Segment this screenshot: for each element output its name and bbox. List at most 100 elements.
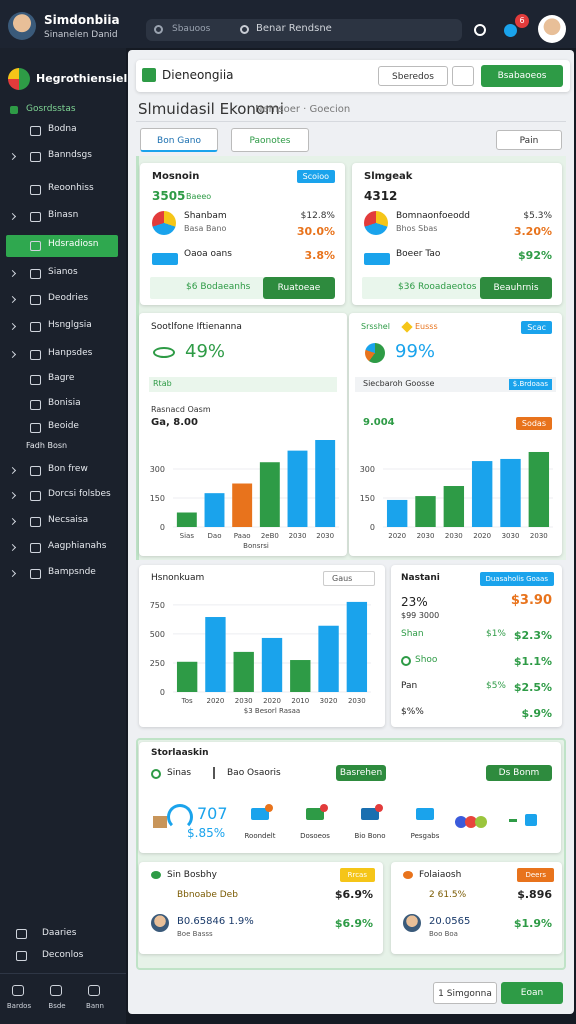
side-row-value: $2.3% [513, 629, 552, 642]
menu-item[interactable]: Deodries [48, 293, 89, 303]
deco-dot [475, 816, 487, 828]
value-badge: Sodas [515, 417, 552, 430]
axis-note: Bonsrsi [243, 542, 269, 550]
bar [233, 651, 254, 692]
menu-icon [30, 491, 41, 501]
menu-item[interactable]: Bodna [48, 124, 77, 134]
user-name: Simdonbiia [44, 13, 120, 27]
tab[interactable]: Paonotes [231, 128, 309, 152]
sidebar-section: Gosrdsstas [26, 104, 76, 114]
x-tick-label: 2030 [316, 532, 334, 540]
menu-item[interactable]: Banndsgs [48, 150, 92, 160]
menu-item[interactable]: Hanpsdes [48, 348, 93, 358]
icon-label: Pesgabs [410, 832, 440, 840]
menu-item[interactable]: Bagre [48, 373, 75, 383]
menu-item[interactable]: Necsaisa [48, 515, 89, 525]
menu-icon [30, 350, 41, 360]
radio [213, 767, 215, 779]
card-button[interactable]: Ruatoeae [263, 277, 335, 299]
bar [346, 601, 368, 692]
filter-button[interactable]: Sberedos [378, 66, 448, 86]
search-button[interactable] [452, 66, 474, 86]
tab[interactable]: Bon Gano [140, 128, 218, 152]
icon-dot [320, 804, 328, 812]
chevron [8, 269, 17, 278]
menu-item[interactable]: Fadh Bosn [26, 441, 68, 450]
menu-item[interactable]: Hdsradiosn [48, 239, 99, 249]
menu-icon [30, 569, 41, 579]
bottom-icon [16, 951, 27, 961]
row-icon [364, 211, 388, 235]
dropdown[interactable]: Pain [496, 130, 562, 150]
deco-dot [455, 816, 467, 828]
menu-item[interactable]: Beoide [48, 421, 79, 431]
row-icon [152, 253, 178, 265]
menu-item[interactable]: Reoonhiss [48, 183, 94, 193]
strip-button[interactable]: Basrehen [336, 765, 386, 781]
bottom-item[interactable]: Daaries [42, 928, 77, 938]
menu-item[interactable]: Bonisia [48, 398, 81, 408]
menu-item[interactable]: Sianos [48, 267, 78, 277]
x-tick-label: 2030 [530, 532, 548, 540]
row-value: $92% [518, 249, 552, 262]
bar [500, 458, 521, 527]
primary-button[interactable]: Bsabaoeos [481, 65, 563, 87]
bottom-line2: B0.65846 1.9% [177, 916, 254, 927]
bottom-value1: $.896 [517, 888, 552, 901]
x-tick-label: 2030 [348, 697, 366, 705]
caption-bg [355, 377, 556, 392]
radio[interactable] [151, 769, 161, 779]
search-bar[interactable]: Sbauoos Benar Rendsne [146, 19, 462, 41]
caption-badge: $.Brdoaas [508, 379, 552, 390]
bar [261, 637, 283, 692]
chevron [8, 517, 17, 526]
menu-item[interactable]: Bampsnde [48, 567, 96, 577]
menu-item[interactable]: Bon frew [48, 464, 88, 474]
bar [204, 493, 225, 527]
sidebar-divider [0, 973, 126, 974]
footer-item[interactable]: Bsde [48, 1002, 66, 1010]
strip-card: Storlaaskin Sinas Bao Osaoris Basrehen Ds Bo… [139, 742, 561, 853]
footer-primary-button[interactable]: Eoan [501, 982, 563, 1004]
bar [386, 499, 408, 527]
side-card: Nastani Duasaholis Goaas 23% $3.90 $99 3000 S… [391, 565, 562, 727]
menu-icon [30, 185, 41, 195]
strip-big-sub: $.85% [187, 826, 226, 840]
user-avatar [8, 12, 36, 40]
menu-item[interactable]: Dorcsi folsbes [48, 489, 111, 499]
page-subtitle: Nemsoer · Goecion [255, 104, 351, 115]
menu-item[interactable]: Binasn [48, 210, 79, 220]
y-tick-label: 0 [370, 523, 375, 532]
chart-value-label: 9.004 [363, 417, 395, 428]
chart-badge: Scac [521, 321, 552, 334]
chart-tag: Eusss [415, 322, 438, 331]
page-title: Slmuidasil Ekonomi [138, 100, 284, 118]
bottom-line1: Bbnoabe Deb [177, 890, 238, 900]
x-tick-label: 2030 [235, 697, 253, 705]
row-icon [401, 656, 411, 666]
menu-item[interactable]: Aagphianahs [48, 541, 107, 551]
strip-button[interactable]: Ds Bonm [486, 765, 552, 781]
chart-dropdown[interactable]: Gaus [323, 571, 375, 586]
side-title: Nastani [401, 573, 440, 583]
footer-secondary-button[interactable]: 1 Simgonna [433, 982, 497, 1004]
footer-item[interactable]: Bardos [6, 1002, 32, 1010]
bar [528, 451, 550, 527]
summary-card: Mosnoin Scoioo 3505 Baeeo Shanbam Basa Bano $1… [140, 163, 345, 305]
card-title: Slmgeak [364, 171, 413, 182]
row-value: $5.3% [523, 211, 552, 221]
x-tick-label: Dao [208, 532, 222, 540]
row-icon [152, 211, 176, 235]
row-label: Oaoa oans [184, 249, 232, 259]
chart-dropdown[interactable]: Rtab [149, 377, 337, 392]
bottom-item[interactable]: Deconlos [42, 950, 84, 960]
side-row-value: $2.5% [513, 681, 552, 694]
chevron [8, 152, 17, 161]
footer-item[interactable]: Bann [86, 1002, 104, 1010]
side-row-value: $5% [485, 681, 506, 691]
menu-icon [30, 423, 41, 433]
menu-item[interactable]: Hsnglgsia [48, 320, 92, 330]
side-badge: Duasaholis Goaas [479, 572, 554, 586]
card-button[interactable]: Beauhrnis [480, 277, 552, 299]
card-value: 4312 [364, 189, 398, 203]
